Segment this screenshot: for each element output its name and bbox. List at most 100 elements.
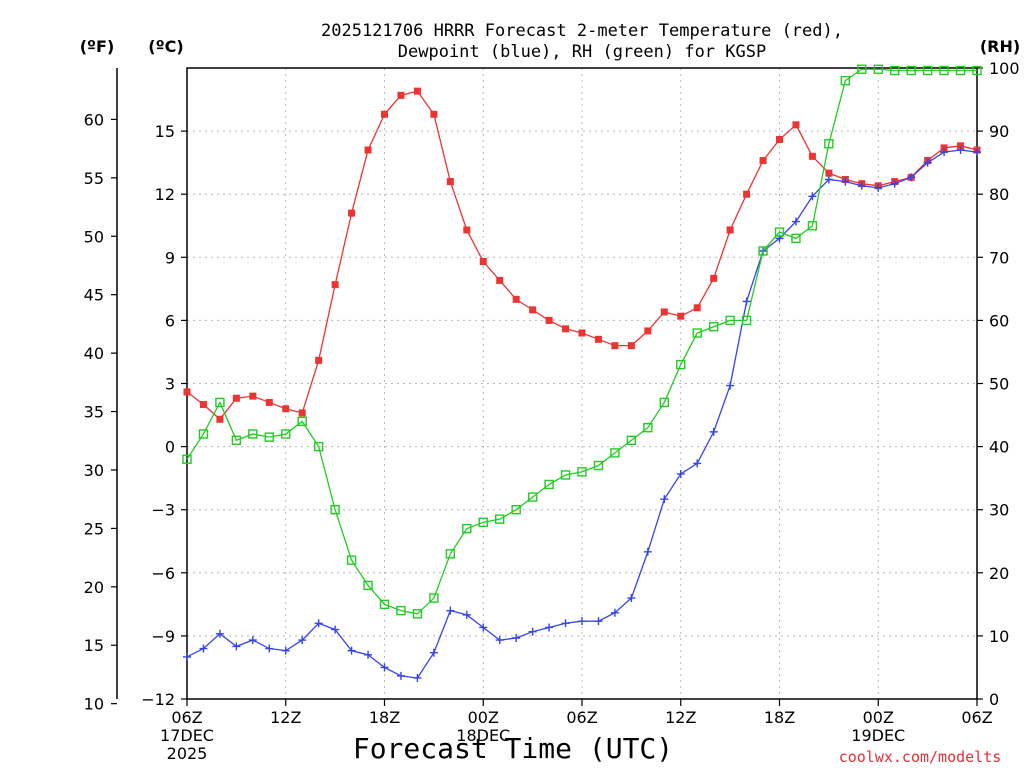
dewpoint-point <box>215 629 224 638</box>
dewpoint-point <box>396 671 405 680</box>
temperature-point <box>578 329 586 337</box>
dewpoint-point <box>742 297 751 306</box>
fahrenheit-tick-label: 30 <box>84 461 104 480</box>
dewpoint-point <box>281 646 290 655</box>
fahrenheit-tick-label: 15 <box>84 636 104 655</box>
temperature-point <box>825 169 833 177</box>
temperature-point <box>364 146 372 154</box>
temperature-point <box>792 121 800 129</box>
celsius-tick-label: 15 <box>155 122 175 141</box>
rh-point <box>807 221 818 231</box>
x-tick-label: 12Z <box>270 708 301 727</box>
temperature-point <box>216 415 224 423</box>
rh-point <box>215 397 225 408</box>
celsius-tick-label: 3 <box>165 375 175 394</box>
celsius-tick-label: 12 <box>155 185 175 204</box>
rh-point <box>182 454 192 464</box>
dewpoint-point <box>479 623 488 632</box>
temperature-point <box>512 295 520 303</box>
temperature-point <box>710 274 718 282</box>
rh-tick-label: 20 <box>989 564 1009 583</box>
temperature-point <box>808 152 816 160</box>
dewpoint-point <box>956 146 965 155</box>
temperature-point <box>529 306 537 314</box>
rh-point <box>396 605 406 616</box>
dewpoint-point <box>413 673 422 682</box>
dewpoint-point <box>578 617 586 626</box>
rh-point <box>972 65 982 76</box>
x-date-label: 19DEC <box>851 726 905 745</box>
grid-layer <box>187 68 977 699</box>
x-axis-title: Forecast Time (UTC) <box>353 732 673 765</box>
temperature-point <box>743 190 751 198</box>
dewpoint-point <box>199 644 208 653</box>
dewpoint-point <box>973 148 981 157</box>
rh-point <box>774 227 785 237</box>
temperature-point <box>381 110 388 118</box>
celsius-tick-label: 6 <box>165 311 175 330</box>
rh-point <box>281 429 291 439</box>
temperature-point <box>183 388 191 396</box>
dewpoint-point <box>314 619 323 628</box>
dewpoint-point <box>874 183 883 192</box>
temperature-point <box>611 342 619 350</box>
rh-point <box>379 599 390 610</box>
rh-point <box>577 467 587 477</box>
dewpoint-point <box>512 634 521 643</box>
dewpoint-point <box>429 648 438 657</box>
temperature-point <box>677 312 685 320</box>
temperature-point <box>759 157 767 165</box>
rh-point <box>890 65 900 76</box>
fahrenheit-tick-label: 55 <box>84 169 104 188</box>
dewpoint-point <box>248 636 257 645</box>
dewpoint-point <box>495 636 504 645</box>
series-layer <box>182 64 982 682</box>
rh-point <box>231 435 242 445</box>
dewpoint-point <box>808 192 817 201</box>
rh-point <box>741 315 752 326</box>
series-rh <box>182 64 982 619</box>
x-tick-label: 06Z <box>171 708 202 727</box>
temperature-point <box>479 258 487 266</box>
rh-tick-label: 30 <box>989 501 1009 520</box>
rh-point <box>198 429 209 439</box>
rh-point <box>346 555 357 565</box>
dewpoint-point <box>380 663 389 672</box>
chart-title-line1: 2025121706 HRRR Forecast 2-meter Tempera… <box>321 21 843 41</box>
temperature-point <box>315 356 323 364</box>
dewpoint-point <box>726 381 735 390</box>
rh-point <box>248 429 258 439</box>
rh-point <box>363 580 373 591</box>
temperature-point <box>660 308 668 316</box>
dewpoint-point <box>676 469 685 478</box>
rh-point <box>264 432 274 442</box>
rh-point <box>659 397 669 408</box>
temperature-point <box>348 209 356 217</box>
rh-point <box>511 505 521 515</box>
temperature-point <box>693 304 701 312</box>
fahrenheit-tick-label: 10 <box>84 695 104 714</box>
rh-point <box>593 460 604 471</box>
rh-tick-label: 100 <box>989 59 1020 78</box>
x-tick-label: 18Z <box>764 708 795 727</box>
celsius-tick-label: −3 <box>151 501 175 520</box>
dewpoint-point <box>545 623 554 632</box>
dewpoint-point <box>331 625 340 634</box>
celsius-unit-label: (ºC) <box>148 37 183 56</box>
dewpoint-point <box>610 608 619 617</box>
rh-tick-label: 80 <box>989 185 1009 204</box>
fahrenheit-unit-label: (ºF) <box>80 37 115 56</box>
rh-line <box>186 68 977 615</box>
temperature-point <box>627 342 635 350</box>
rh-point <box>840 75 851 86</box>
temperature-point <box>594 335 602 343</box>
temperature-point <box>282 405 290 413</box>
axes-layer: 1015202530354045505560−12−9−6−3036912150… <box>84 59 1020 763</box>
rh-point <box>544 479 554 490</box>
rh-point <box>412 609 423 619</box>
rh-point <box>643 422 653 433</box>
rh-point <box>330 505 340 515</box>
rh-tick-label: 70 <box>989 248 1009 267</box>
